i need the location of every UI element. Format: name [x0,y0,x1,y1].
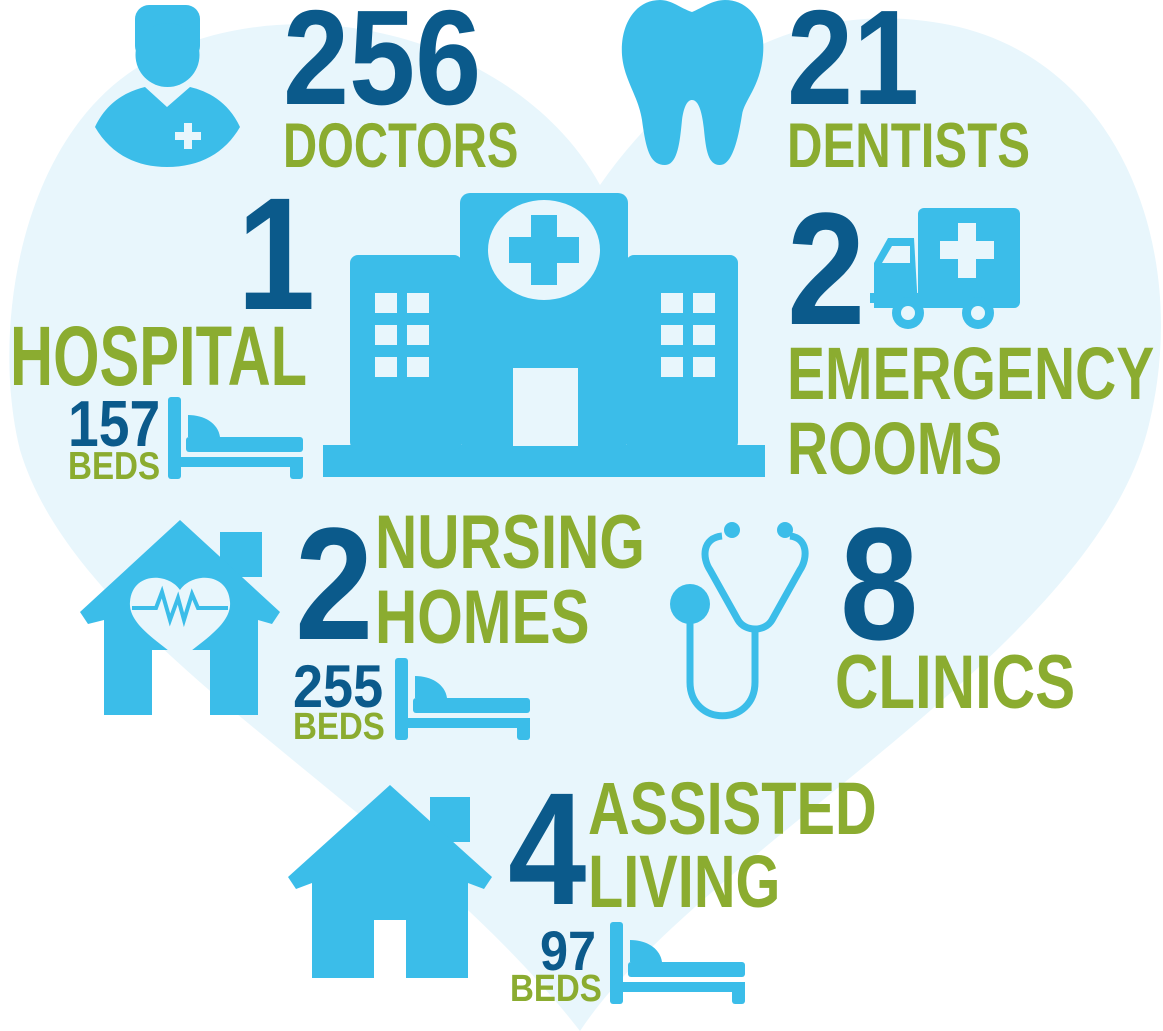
assisted-living-beds-label: BEDS [510,968,602,1010]
doctors-label: DOCTORS [283,111,519,181]
tooth-icon [621,0,764,165]
nursing-homes-label-line2: HOMES [375,575,590,660]
clinics-label: CLINICS [835,640,1076,725]
dentists-count: 21 [787,0,920,133]
bed-icon [395,658,530,740]
ambulance-icon [870,208,1020,329]
emergency-rooms-label-line1: EMERGENCY [787,332,1155,415]
clinics-count: 8 [840,494,919,673]
nursing-homes-beds-label: BEDS [293,706,385,748]
hospital-count: 1 [237,164,316,343]
hospital-beds-count: 157 [68,387,161,460]
nursing-homes-count: 2 [295,494,374,673]
emergency-rooms-count: 2 [787,179,866,358]
hospital-beds-label: BEDS [68,445,161,488]
assisted-living-label-line2: LIVING [588,840,781,923]
nursing-home-icon [80,520,280,715]
bed-icon [610,922,745,1004]
house-icon [288,785,492,978]
bed-icon [168,397,303,479]
doctors-count: 256 [283,0,482,133]
hospital-label: HOSPITAL [10,309,308,403]
hospital-building-icon [323,193,765,477]
emergency-rooms-label-line2: ROOMS [787,407,1003,490]
nursing-homes-beds-count: 255 [293,653,384,720]
assisted-living-label-line1: ASSISTED [588,767,877,850]
stethoscope-icon [670,522,809,720]
doctor-icon [95,5,240,167]
assisted-living-count: 4 [508,759,587,938]
dentists-label: DENTISTS [787,111,1030,181]
assisted-living-beds-count: 97 [540,919,597,982]
nursing-homes-label-line1: NURSING [375,500,645,585]
